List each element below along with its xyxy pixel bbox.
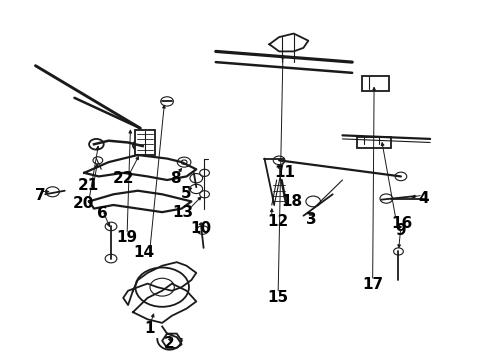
- Text: 5: 5: [181, 186, 192, 201]
- Text: 1: 1: [145, 321, 155, 336]
- Text: 16: 16: [391, 216, 413, 231]
- Text: 22: 22: [112, 171, 134, 186]
- Text: 7: 7: [35, 188, 45, 203]
- Text: 12: 12: [267, 213, 288, 229]
- Text: 11: 11: [274, 165, 295, 180]
- Text: 14: 14: [134, 245, 155, 260]
- Text: 17: 17: [362, 277, 383, 292]
- FancyBboxPatch shape: [135, 130, 155, 155]
- Text: 13: 13: [172, 205, 194, 220]
- Text: 4: 4: [418, 191, 429, 206]
- Text: 9: 9: [395, 222, 406, 238]
- Text: 21: 21: [77, 178, 99, 193]
- Text: 10: 10: [191, 221, 212, 236]
- FancyBboxPatch shape: [362, 76, 389, 91]
- Text: 2: 2: [164, 336, 175, 351]
- Text: 3: 3: [306, 212, 317, 227]
- FancyBboxPatch shape: [357, 137, 391, 148]
- Text: 18: 18: [282, 194, 303, 209]
- Text: 20: 20: [73, 196, 94, 211]
- Text: 6: 6: [97, 206, 108, 221]
- Text: 15: 15: [268, 290, 289, 305]
- Text: 19: 19: [117, 230, 138, 246]
- Text: 8: 8: [170, 171, 181, 186]
